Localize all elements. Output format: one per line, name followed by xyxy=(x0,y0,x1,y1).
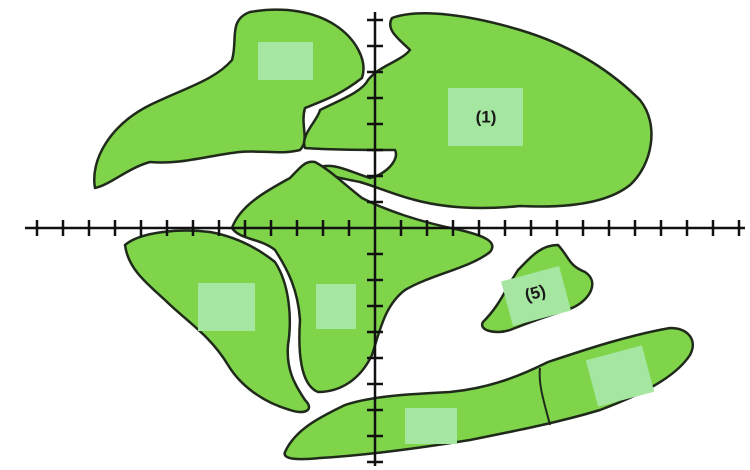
region-label: (5) xyxy=(523,281,548,305)
label-boxes: (1) (5) xyxy=(198,42,655,444)
landmass-northwest xyxy=(93,8,365,190)
label-group: (5) xyxy=(501,266,571,326)
label-box xyxy=(501,266,571,326)
label-box xyxy=(448,88,523,146)
blank-label-box xyxy=(198,283,255,331)
blank-label-box xyxy=(585,345,655,407)
grid-axes xyxy=(25,12,745,466)
blank-label-box xyxy=(316,284,356,329)
blank-label-box xyxy=(405,408,457,444)
region-label: (1) xyxy=(476,107,497,126)
blank-label-box xyxy=(258,42,313,80)
axis-ticks xyxy=(35,18,741,464)
landmass-central xyxy=(230,160,494,394)
